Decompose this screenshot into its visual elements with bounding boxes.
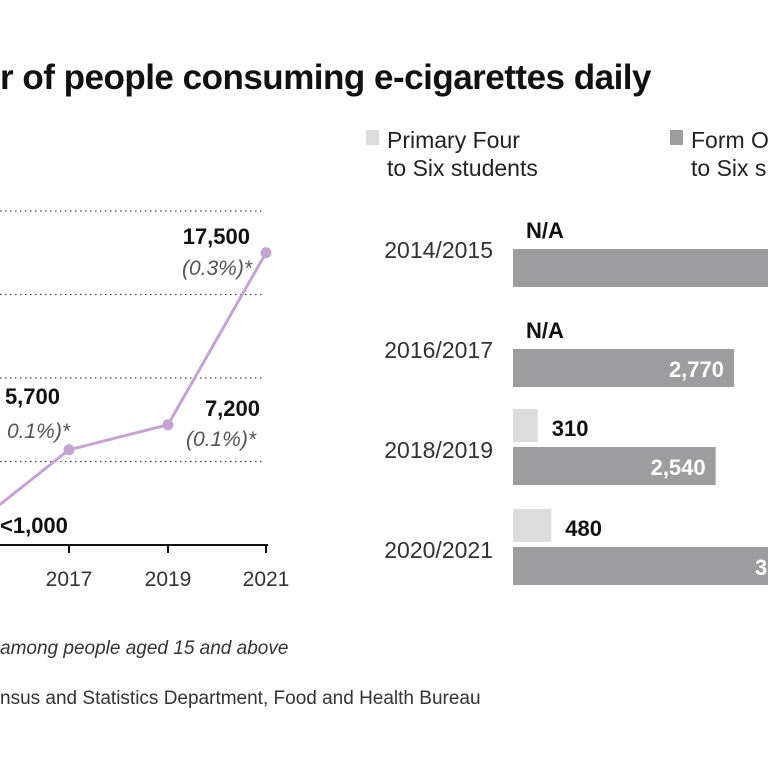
data-point xyxy=(162,419,174,431)
x-tick-label: 2021 xyxy=(243,568,290,591)
data-point xyxy=(63,444,75,456)
bar-primary xyxy=(513,509,552,542)
data-label-percent: (0.3%)* xyxy=(182,257,253,280)
legend-label: Form O xyxy=(691,127,768,153)
bar-form xyxy=(513,447,716,485)
data-label-value: 7,200 xyxy=(205,396,260,421)
bar-primary-label: N/A xyxy=(526,218,564,243)
data-point xyxy=(260,247,272,259)
x-tick-label: 2019 xyxy=(145,568,192,591)
bar-form-label: 3,63 xyxy=(755,555,768,580)
category-label: 2014/2015 xyxy=(384,237,493,263)
data-label-value: 17,500 xyxy=(183,224,250,249)
category-label: 2020/2021 xyxy=(384,537,493,563)
footnote: among people aged 15 and above xyxy=(0,638,289,659)
data-label-value: 5,700 xyxy=(5,384,60,409)
bar-form-label: 2,770 xyxy=(669,357,724,382)
source-note: nsus and Statistics Department, Food and… xyxy=(0,688,481,709)
category-label: 2018/2019 xyxy=(384,437,493,463)
chart-title: r of people consuming e-cigarettes daily xyxy=(0,58,651,97)
data-label-percent: (0.1%)* xyxy=(186,428,257,451)
legend-label: to Six students xyxy=(387,155,538,181)
bar-form xyxy=(513,349,734,387)
bar-form-label: 2,540 xyxy=(651,455,706,480)
bar-form xyxy=(513,249,768,287)
data-label-value: <1,000 xyxy=(0,513,68,538)
legend-label: to Six s xyxy=(691,155,766,181)
bar-form xyxy=(513,547,768,585)
legend-swatch xyxy=(366,130,379,145)
bar-primary xyxy=(513,409,538,442)
line-chart: 2017 2019 2021 <1,000 5,700 0.1%)* 7,200 (0.1%)… xyxy=(0,210,290,591)
x-tick-label: 2017 xyxy=(46,568,93,591)
bar-primary-label: N/A xyxy=(526,318,564,343)
category-label: 2016/2017 xyxy=(384,337,493,363)
bar-primary-label: 480 xyxy=(565,516,602,541)
legend-swatch xyxy=(670,130,683,145)
series-line xyxy=(0,252,268,507)
data-label-percent: 0.1%)* xyxy=(7,420,71,443)
bar-primary-label: 310 xyxy=(552,416,589,441)
legend-label: Primary Four xyxy=(387,127,520,153)
